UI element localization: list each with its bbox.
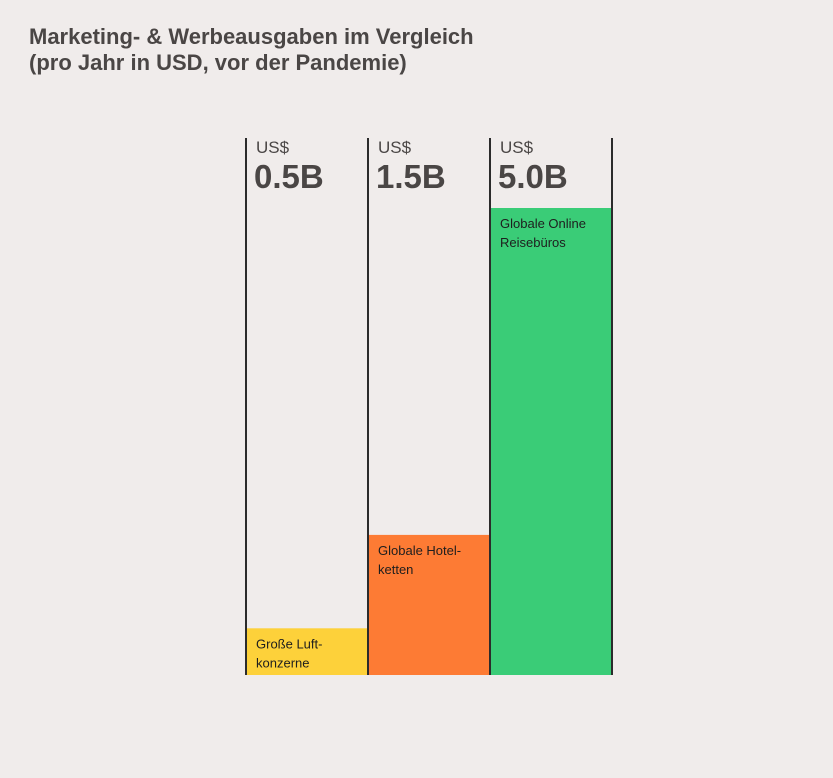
bar-1-label-line-1: Große Luft- xyxy=(256,636,322,651)
value-label-2: 1.5B xyxy=(376,158,446,195)
bar-1-label-line-2: konzerne xyxy=(256,655,309,670)
bar-3-label-line-2: Reisebüros xyxy=(500,235,566,250)
bar-2-label-line-2: ketten xyxy=(378,562,413,577)
bar-2 xyxy=(368,534,490,675)
bar-3 xyxy=(490,208,612,675)
bar-1 xyxy=(246,628,368,675)
value-label-3: 5.0B xyxy=(498,158,568,195)
chart-title: Marketing- & Werbeausgaben im Vergleich xyxy=(29,24,474,49)
currency-label-3: US$ xyxy=(500,138,534,157)
chart-title-block: Marketing- & Werbeausgaben im Vergleich … xyxy=(29,24,474,76)
bar-3-label-line-1: Globale Online xyxy=(500,216,586,231)
currency-label-1: US$ xyxy=(256,138,290,157)
currency-label-2: US$ xyxy=(378,138,412,157)
bar-2-label-line-1: Globale Hotel- xyxy=(378,543,461,558)
value-label-1: 0.5B xyxy=(254,158,324,195)
chart-subtitle: (pro Jahr in USD, vor der Pandemie) xyxy=(29,50,407,75)
